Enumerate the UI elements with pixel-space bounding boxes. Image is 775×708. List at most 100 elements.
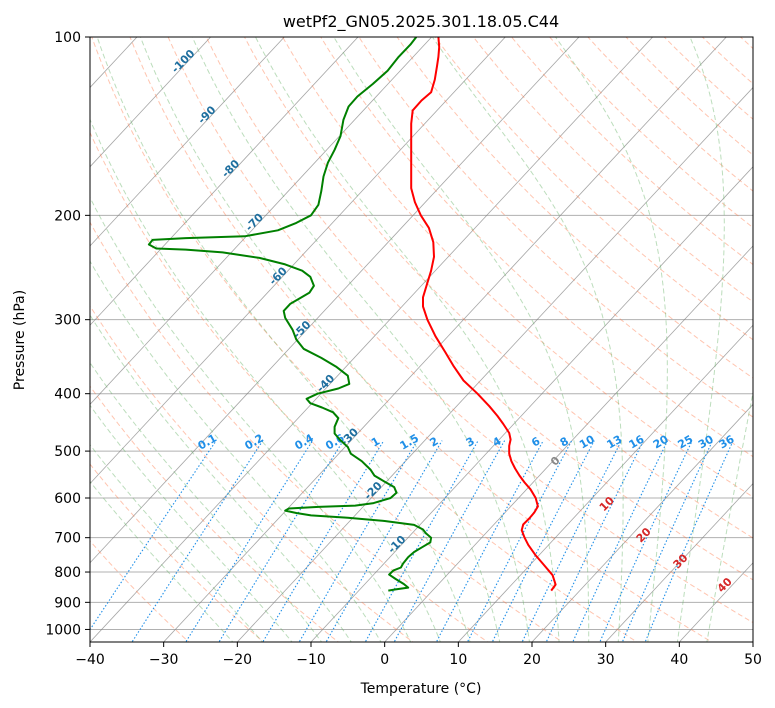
moist-adiabat-line [555, 37, 668, 642]
dry-adiabat-line [320, 37, 753, 458]
mixing-ratio-label: 3 [464, 435, 477, 450]
dry-adiabat-line [90, 131, 564, 642]
dry-adiabats [90, 37, 753, 642]
mixing-ratio-line [466, 440, 573, 642]
mixing-ratio-label: 36 [717, 432, 737, 451]
mixing-ratio-line [218, 440, 344, 642]
mixing-ratio-label: 25 [676, 433, 696, 452]
moist-adiabat-label: 10 [597, 494, 617, 514]
dry-adiabat-label: -100 [169, 47, 198, 76]
x-tick-label: −20 [223, 652, 253, 668]
plot-area: 0.1 0.2 0.4 0.6 1 1.5 2 3 4 6 8 10 13 16 20 25 30 36-100-… [0, 24, 753, 645]
moist-adiabat-line [139, 37, 501, 642]
isotherm-line [752, 641, 753, 642]
dry-adiabat-line [358, 37, 753, 418]
x-axis-ticks: −40 −30 −20 −10 0 10 20 30 40 50 [75, 642, 762, 668]
moist-adiabat-line [255, 37, 560, 642]
isotherm-grid [0, 24, 753, 645]
mixing-ratio-line [644, 440, 734, 642]
x-tick-label: −30 [149, 652, 179, 668]
isobar-grid [90, 37, 753, 630]
y-axis-ticks: 100 200 300 400 500 600 700 800 900 1000 [45, 30, 90, 638]
y-tick-label: 500 [54, 444, 81, 460]
x-tick-label: −40 [75, 652, 105, 668]
dry-adiabat-line [90, 540, 190, 642]
mixing-ratio-line [572, 440, 669, 642]
dry-adiabat-label: -10 [385, 533, 408, 556]
mixing-ratio-label: 1 [369, 435, 382, 450]
moist-adiabat-line [706, 389, 753, 642]
y-tick-label: 700 [54, 531, 81, 547]
mixing-ratio-line [131, 440, 264, 642]
x-tick-label: 20 [523, 652, 541, 668]
y-tick-label: 600 [54, 491, 81, 507]
moist-adiabat-line [333, 37, 590, 642]
moist-adiabat-line [90, 480, 234, 642]
y-tick-label: 100 [54, 30, 81, 46]
x-tick-label: −10 [296, 652, 326, 668]
y-tick-label: 900 [54, 595, 81, 611]
moist-adiabats [90, 37, 753, 642]
y-tick-label: 300 [54, 313, 81, 329]
chart-title: wetPf2_GN05.2025.301.18.05.C44 [283, 12, 559, 32]
isotherm-line [531, 403, 753, 642]
dry-adiabat-label: -20 [362, 479, 385, 502]
moist-adiabat-line [90, 361, 323, 642]
isotherm-line [384, 245, 753, 642]
dry-adiabat-label: -70 [243, 211, 266, 234]
mixing-ratio-label: 8 [558, 435, 571, 450]
temperature-line [410, 37, 557, 592]
dry-adiabat-line [91, 37, 638, 642]
dry-adiabat-line [90, 463, 265, 642]
dry-adiabat-line [167, 37, 753, 624]
moist-adiabat-label: 20 [634, 525, 654, 545]
y-tick-label: 200 [54, 208, 81, 224]
dry-adiabat-line [243, 37, 753, 539]
x-tick-label: 10 [449, 652, 467, 668]
isotherm-line [0, 24, 2, 645]
y-tick-label: 1000 [45, 622, 81, 638]
x-tick-label: 50 [744, 652, 762, 668]
isotherm-line [90, 37, 580, 564]
isotherm-line [90, 37, 285, 247]
moist-adiabat-line [191, 37, 530, 642]
mixing-ratio-line [185, 440, 314, 642]
mixing-ratio-line [298, 440, 418, 642]
dry-adiabat-line [205, 37, 753, 581]
x-tick-label: 40 [670, 652, 688, 668]
y-tick-label: 800 [54, 565, 81, 581]
dry-adiabat-label: -80 [219, 157, 242, 180]
dry-adiabat-line [396, 37, 753, 379]
isotherm-line [236, 86, 753, 642]
isotherm-line [310, 166, 753, 642]
x-tick-label: 30 [597, 652, 615, 668]
moist-adiabat-line [90, 196, 412, 642]
dry-adiabat-line [472, 37, 753, 303]
dry-adiabat-label: -60 [267, 264, 290, 287]
dry-adiabat-line [510, 37, 753, 266]
plot-frame [89, 36, 754, 643]
dry-adiabat-line [434, 37, 753, 341]
isotherm-line [90, 37, 212, 168]
isotherm-line [163, 37, 727, 642]
moist-adiabat-line [90, 443, 264, 642]
mixing-ratio-line [491, 440, 595, 642]
mixing-ratio-label: 30 [696, 432, 716, 451]
mixing-ratio-label: 1.5 [398, 432, 421, 453]
mixing-ratio-label: 0.4 [292, 431, 316, 452]
mixing-ratio-line [262, 440, 385, 642]
dry-adiabat-line [701, 37, 753, 85]
isotherm-line [90, 37, 433, 405]
dry-adiabat-line [90, 221, 489, 642]
mixing-ratio-label: 10 [577, 432, 597, 451]
sounding-series [147, 37, 557, 592]
moist-adiabat-line [431, 37, 624, 642]
moist-adiabat-line [90, 314, 352, 642]
mixing-ratio-line [599, 440, 693, 642]
mixing-ratio-line [325, 440, 443, 642]
mixing-ratio-lines [90, 440, 734, 642]
moist-adiabat-line [90, 404, 293, 642]
isotherm-line [457, 324, 753, 642]
mixing-ratio-line [364, 440, 479, 642]
mixing-ratio-label: 20 [651, 432, 671, 451]
